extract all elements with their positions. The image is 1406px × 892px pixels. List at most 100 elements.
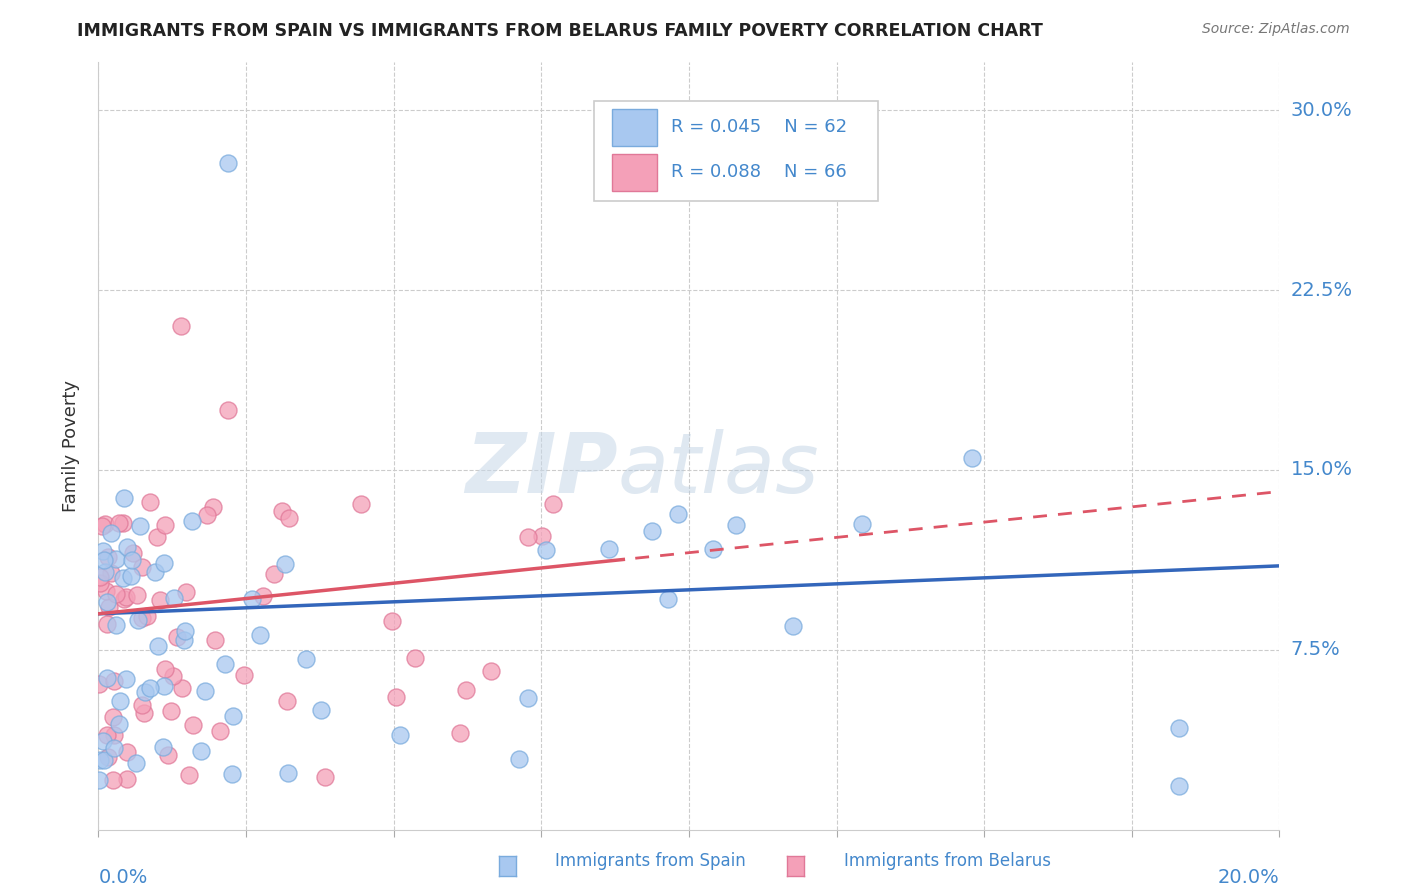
Point	[100, 566, 122, 580]
Point	[93, 553, 115, 567]
Point	[115, 772, 138, 786]
Point	[217, 156, 239, 170]
Point	[204, 632, 226, 647]
Point	[125, 756, 148, 771]
Point	[454, 683, 477, 698]
Point	[702, 542, 724, 557]
Point	[93, 565, 115, 579]
Point	[179, 767, 201, 781]
Point	[174, 585, 197, 599]
Point	[851, 516, 873, 531]
Point	[314, 770, 336, 784]
Point	[1168, 780, 1191, 794]
Point	[100, 526, 122, 541]
Point	[101, 773, 124, 788]
Point	[160, 705, 183, 719]
Point	[89, 575, 111, 590]
Point	[252, 589, 274, 603]
Point	[111, 516, 134, 530]
Point	[153, 680, 176, 694]
Point	[155, 661, 177, 675]
Point	[536, 543, 558, 558]
Point	[217, 403, 239, 417]
Point	[121, 553, 143, 567]
Text: Immigrants from Belarus: Immigrants from Belarus	[844, 852, 1050, 870]
Point	[103, 741, 125, 756]
Point	[89, 753, 111, 767]
Point	[309, 703, 332, 717]
Point	[111, 571, 134, 585]
Point	[128, 519, 150, 533]
Point	[108, 717, 131, 731]
Point	[173, 632, 195, 647]
Point	[174, 624, 197, 639]
Point	[93, 753, 115, 767]
Point	[209, 723, 232, 738]
Text: Immigrants from Spain: Immigrants from Spain	[555, 852, 747, 870]
Point	[271, 504, 294, 518]
Point	[195, 508, 218, 522]
Point	[103, 710, 125, 724]
Point	[115, 540, 138, 554]
Point	[449, 726, 471, 740]
Point	[91, 519, 114, 533]
Point	[381, 615, 404, 629]
Text: 30.0%: 30.0%	[1291, 101, 1353, 120]
Point	[135, 608, 157, 623]
Point	[125, 588, 148, 602]
Point	[103, 728, 125, 742]
Bar	[612, 153, 657, 191]
Point	[112, 491, 135, 505]
Point	[530, 529, 553, 543]
Point	[249, 628, 271, 642]
Point	[517, 691, 540, 706]
Point	[233, 668, 256, 682]
Point	[508, 752, 530, 766]
Text: R = 0.088    N = 66: R = 0.088 N = 66	[671, 163, 846, 181]
Text: 0.0%: 0.0%	[98, 869, 148, 888]
Point	[148, 639, 170, 653]
Point	[274, 558, 297, 572]
Point	[516, 530, 538, 544]
Point	[108, 516, 131, 530]
Point	[278, 511, 301, 525]
Point	[134, 685, 156, 699]
Text: IMMIGRANTS FROM SPAIN VS IMMIGRANTS FROM BELARUS FAMILY POVERTY CORRELATION CHAR: IMMIGRANTS FROM SPAIN VS IMMIGRANTS FROM…	[77, 22, 1043, 40]
Point	[96, 672, 118, 686]
Point	[94, 583, 117, 598]
Point	[91, 734, 114, 748]
Point	[166, 630, 188, 644]
Point	[181, 718, 204, 732]
Text: R = 0.045    N = 62: R = 0.045 N = 62	[671, 119, 848, 136]
Point	[122, 546, 145, 560]
Point	[98, 600, 121, 615]
Text: Source: ZipAtlas.com: Source: ZipAtlas.com	[1202, 22, 1350, 37]
Point	[201, 500, 224, 515]
Text: 15.0%: 15.0%	[1291, 460, 1353, 480]
Point	[143, 565, 166, 579]
Point	[108, 694, 131, 708]
Point	[598, 542, 620, 557]
Point	[295, 651, 318, 665]
Point	[91, 544, 114, 558]
Point	[112, 592, 135, 607]
Point	[389, 728, 412, 742]
Text: atlas: atlas	[619, 428, 820, 509]
Point	[541, 497, 564, 511]
Point	[87, 677, 110, 691]
Text: 22.5%: 22.5%	[1291, 281, 1353, 300]
Point	[138, 681, 160, 695]
Point	[190, 743, 212, 757]
Point	[782, 619, 804, 633]
Point	[263, 566, 285, 581]
Text: ZIP: ZIP	[465, 428, 619, 509]
Text: 20.0%: 20.0%	[1218, 869, 1279, 888]
Point	[277, 765, 299, 780]
Point	[170, 319, 193, 334]
Y-axis label: Family Poverty: Family Poverty	[62, 380, 80, 512]
Point	[181, 514, 204, 528]
Point	[666, 507, 689, 521]
Point	[105, 552, 128, 566]
Point	[153, 556, 176, 570]
Point	[404, 651, 426, 665]
